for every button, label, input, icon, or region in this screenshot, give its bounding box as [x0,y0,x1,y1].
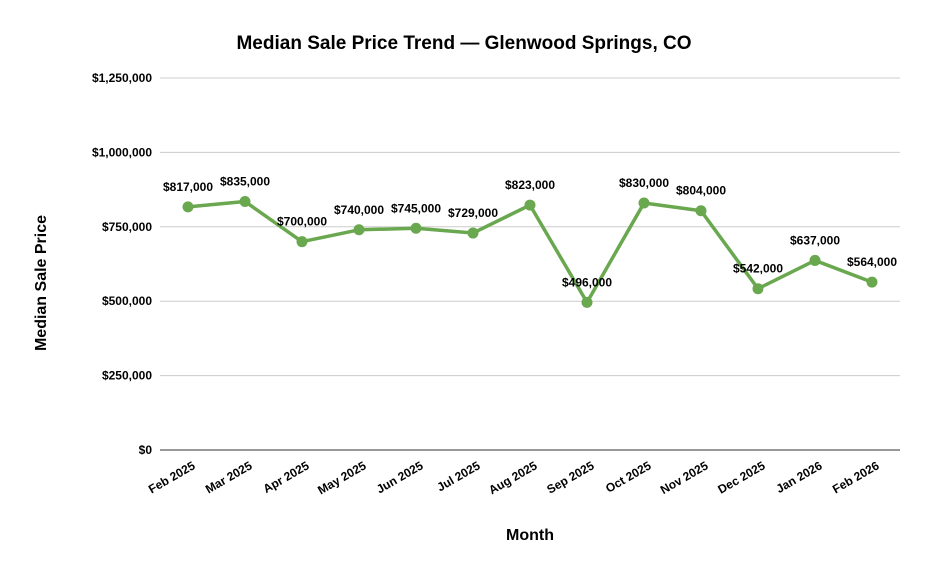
x-tick-label: Aug 2025 [486,458,539,497]
data-label: $637,000 [790,233,840,247]
x-tick-label: Feb 2026 [830,458,882,496]
data-label: $817,000 [163,180,213,194]
x-tick-label: Jun 2025 [374,458,426,496]
y-tick-label: $500,000 [102,294,152,308]
x-tick-label: Feb 2025 [146,458,198,496]
x-tick-label: May 2025 [315,458,369,497]
data-label: $542,000 [733,262,783,276]
data-point [752,283,764,295]
data-point [866,276,878,288]
data-point [467,227,479,239]
data-point [638,197,650,209]
data-label: $740,000 [334,203,384,217]
x-tick-label: Mar 2025 [203,458,255,496]
data-label: $804,000 [676,184,726,198]
y-axis-label: Median Sale Price [33,215,50,351]
x-tick-label: Nov 2025 [658,458,711,497]
y-tick-label: $1,250,000 [92,71,152,85]
data-label: $745,000 [391,201,441,215]
data-point [410,222,422,234]
data-point [581,296,593,308]
data-label: $564,000 [847,255,897,269]
data-label: $835,000 [220,175,270,189]
y-tick-label: $0 [139,443,153,457]
data-point [296,236,308,248]
data-point [695,205,707,217]
data-label: $496,000 [562,275,612,289]
x-tick-label: Dec 2025 [715,458,767,496]
x-tick-label: Sep 2025 [544,458,596,496]
x-tick-label: Jan 2026 [774,458,825,496]
x-tick-label: Oct 2025 [603,458,654,495]
y-tick-label: $250,000 [102,369,152,383]
y-tick-label: $750,000 [102,220,152,234]
x-tick-label: Apr 2025 [261,458,312,496]
data-point [182,201,194,213]
data-point [353,224,365,236]
x-tick-label: Jul 2025 [434,458,482,494]
data-label: $823,000 [505,178,555,192]
data-label: $700,000 [277,215,327,229]
x-axis-label: Month [506,527,554,544]
data-label: $729,000 [448,206,498,220]
y-tick-label: $1,000,000 [92,145,152,159]
chart-title: Median Sale Price Trend — Glenwood Sprin… [236,33,691,54]
data-point [239,196,251,208]
data-label: $830,000 [619,176,669,190]
data-point [524,199,536,211]
data-point [809,254,821,266]
